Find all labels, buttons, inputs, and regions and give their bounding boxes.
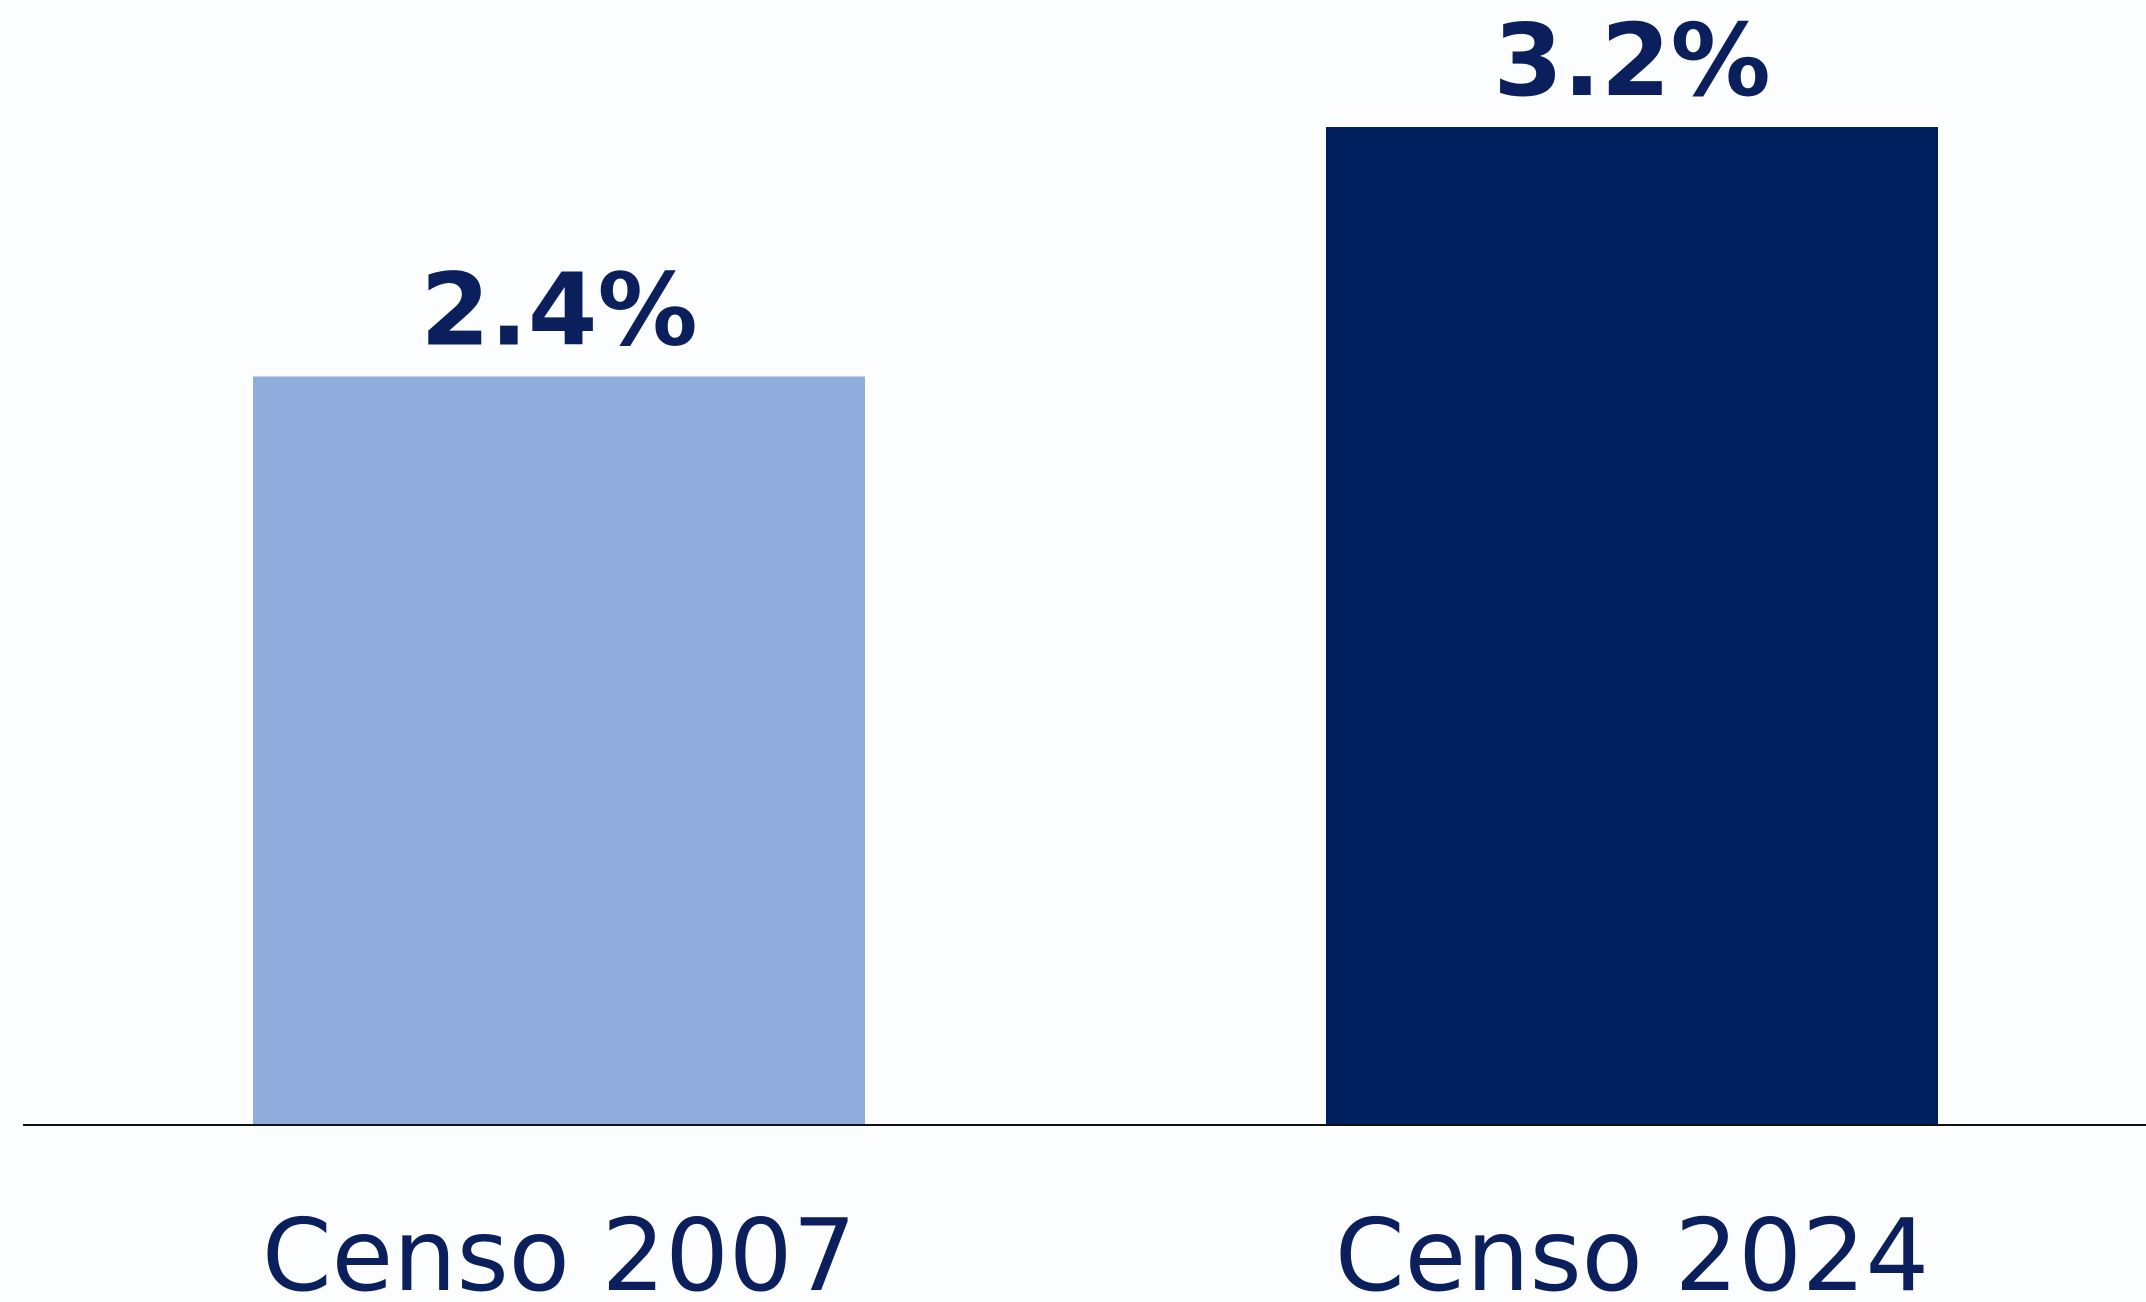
- x-tick-label: Censo 2007: [262, 1197, 856, 1302]
- value-label: 3.2%: [1493, 2, 1770, 119]
- bar: [253, 376, 865, 1125]
- value-label: 2.4%: [420, 252, 697, 369]
- x-tick-label: Censo 2024: [1335, 1197, 1929, 1302]
- bar: [1326, 127, 1938, 1125]
